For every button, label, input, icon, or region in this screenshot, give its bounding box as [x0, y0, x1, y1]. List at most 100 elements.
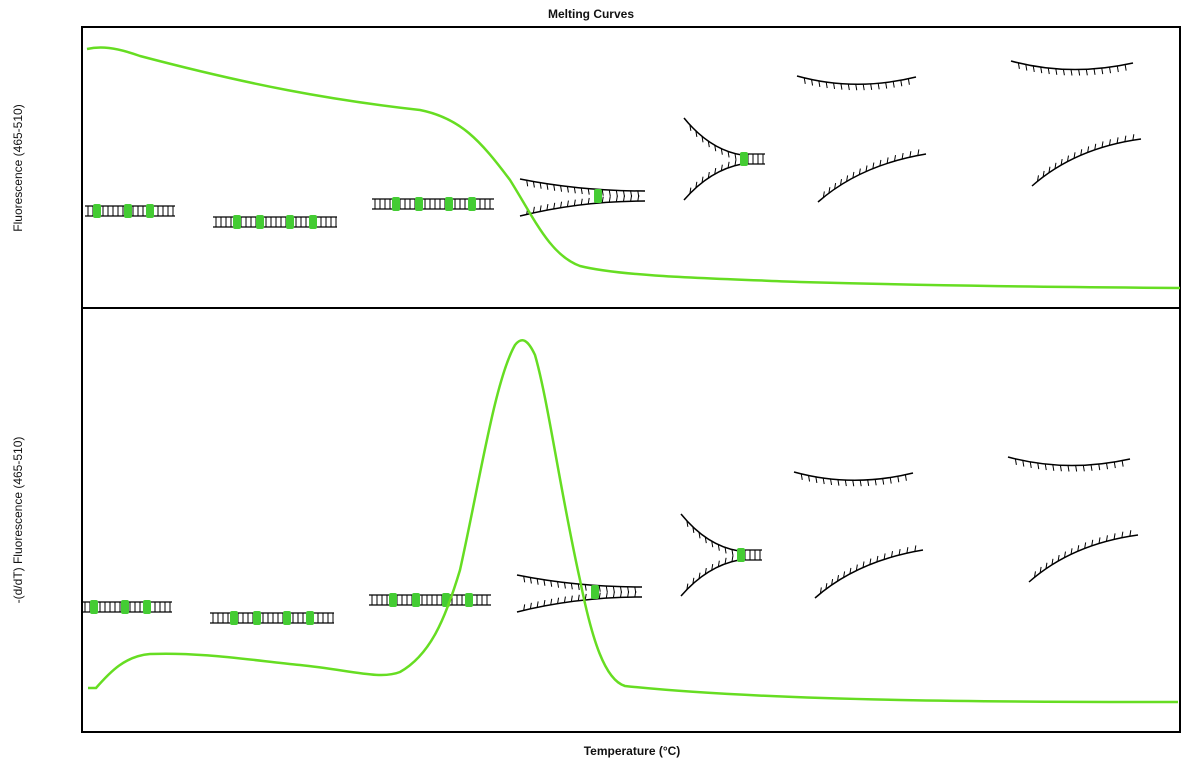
- base: [1125, 65, 1126, 71]
- dye: [124, 204, 132, 218]
- base: [1063, 69, 1064, 75]
- base: [1117, 66, 1118, 72]
- base: [558, 598, 559, 604]
- base: [558, 582, 559, 588]
- base: [638, 195, 639, 201]
- base: [1038, 463, 1039, 469]
- base: [1094, 69, 1095, 75]
- base: [567, 187, 568, 193]
- base: [540, 183, 541, 189]
- strand: [681, 514, 739, 551]
- base: [841, 84, 842, 90]
- base: [845, 480, 846, 486]
- base: [1079, 70, 1080, 76]
- base: [901, 80, 902, 86]
- strand: [684, 118, 742, 155]
- dye: [465, 593, 473, 607]
- strand: [1011, 61, 1133, 70]
- base: [554, 185, 555, 191]
- base: [883, 479, 884, 485]
- base: [609, 196, 610, 202]
- bottom-panel: [82, 308, 1180, 732]
- base: [898, 476, 899, 482]
- base: [831, 479, 832, 485]
- base: [588, 198, 589, 204]
- strand: [794, 472, 913, 480]
- base: [620, 591, 621, 597]
- base: [1056, 69, 1057, 75]
- base: [1041, 67, 1042, 73]
- base: [571, 596, 572, 602]
- dye: [121, 600, 129, 614]
- base: [564, 597, 565, 603]
- base: [875, 479, 876, 485]
- x-label: Temperature (°C): [584, 744, 681, 758]
- base: [613, 592, 614, 598]
- title: Melting Curves: [548, 7, 634, 21]
- y-label: Fluorescence (465-510): [11, 104, 25, 231]
- base: [1102, 68, 1103, 74]
- strand: [1032, 139, 1141, 186]
- base: [1091, 465, 1092, 471]
- base: [547, 184, 548, 190]
- base: [631, 195, 632, 201]
- base: [606, 592, 607, 598]
- strand: [520, 179, 645, 191]
- base: [886, 83, 887, 89]
- dye: [253, 611, 261, 625]
- base: [823, 478, 824, 484]
- base: [616, 196, 617, 202]
- base: [826, 82, 827, 88]
- strand: [818, 154, 926, 202]
- base: [602, 190, 603, 196]
- base: [578, 584, 579, 590]
- base: [878, 83, 879, 89]
- base: [578, 595, 579, 601]
- dye: [591, 585, 599, 599]
- dye: [415, 197, 423, 211]
- dye: [412, 593, 420, 607]
- base: [635, 591, 636, 597]
- dye: [146, 204, 154, 218]
- base: [551, 581, 552, 587]
- base: [561, 186, 562, 192]
- base: [1068, 466, 1069, 472]
- dye: [306, 611, 314, 625]
- base: [581, 199, 582, 205]
- base: [848, 84, 849, 90]
- base: [537, 579, 538, 585]
- strand: [1029, 535, 1138, 582]
- base: [628, 591, 629, 597]
- dye: [737, 548, 745, 562]
- base: [561, 202, 562, 208]
- base: [853, 480, 854, 486]
- base: [623, 195, 624, 201]
- base: [585, 594, 586, 600]
- strand: [797, 76, 916, 84]
- base: [1086, 69, 1087, 75]
- base: [564, 583, 565, 589]
- base: [871, 84, 872, 90]
- figure: Melting Curves Fluorescence (465-510) -(…: [0, 0, 1181, 758]
- base: [905, 475, 906, 481]
- strand: [684, 164, 742, 200]
- base: [602, 197, 603, 203]
- base: [574, 200, 575, 206]
- base: [838, 480, 839, 486]
- base: [599, 593, 600, 599]
- dye: [309, 215, 317, 229]
- base: [588, 189, 589, 195]
- base: [890, 478, 891, 484]
- strand: [1008, 457, 1130, 466]
- dye: [143, 600, 151, 614]
- top-panel: [82, 27, 1180, 308]
- base: [1122, 461, 1123, 467]
- dye: [594, 189, 602, 203]
- melting-curve: [87, 47, 1180, 288]
- base: [856, 84, 857, 90]
- dye: [740, 152, 748, 166]
- dye: [445, 197, 453, 211]
- strand: [815, 550, 923, 598]
- base: [863, 84, 864, 90]
- base: [1045, 464, 1046, 470]
